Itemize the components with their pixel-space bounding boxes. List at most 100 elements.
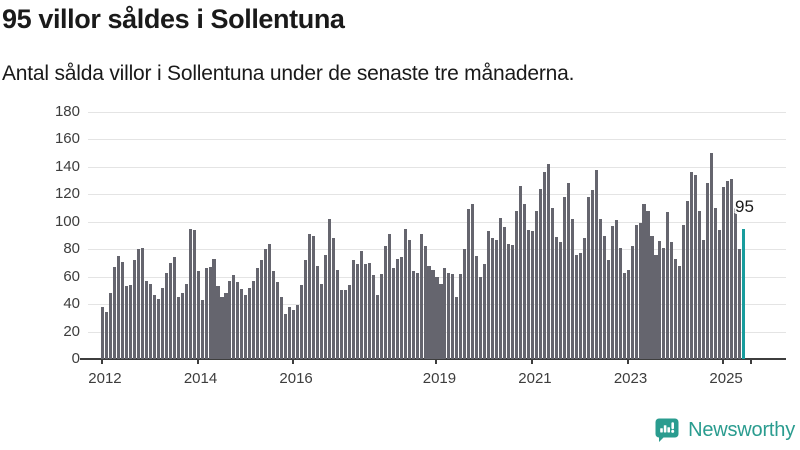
bar	[686, 201, 690, 359]
bar	[630, 246, 634, 359]
gridline	[88, 221, 786, 223]
bar	[618, 247, 622, 359]
bar	[455, 297, 459, 359]
bar	[427, 265, 431, 359]
chart-title: 95 villor såldes i Sollentuna	[2, 4, 345, 34]
bar	[343, 290, 347, 359]
bar	[172, 257, 176, 359]
newsworthy-icon	[653, 416, 681, 444]
bar	[387, 234, 391, 359]
bar	[523, 203, 527, 359]
bar	[268, 243, 272, 359]
bar	[674, 258, 678, 359]
bar	[248, 287, 252, 359]
bar	[586, 197, 590, 359]
bar	[515, 210, 519, 359]
bar	[598, 219, 602, 359]
bar	[435, 276, 439, 359]
bar	[662, 247, 666, 359]
bar	[594, 169, 598, 359]
gridline	[88, 249, 786, 251]
x-axis-label: 2019	[422, 370, 457, 387]
gridline	[88, 194, 786, 196]
bar	[527, 230, 531, 359]
bar	[244, 294, 248, 359]
bar	[276, 282, 280, 359]
bar	[192, 230, 196, 359]
gridline	[88, 139, 786, 141]
plot-area: 95	[80, 112, 786, 364]
bar	[284, 313, 288, 359]
gridline	[88, 112, 786, 113]
bar	[574, 254, 578, 359]
bar	[236, 282, 240, 359]
newsworthy-wordmark: Newsworthy	[688, 418, 795, 441]
x-axis-label: 2021	[518, 370, 552, 387]
bar	[487, 231, 491, 359]
bar	[300, 284, 304, 359]
bar	[355, 264, 359, 359]
bar	[626, 269, 630, 359]
bar	[682, 224, 686, 359]
bar	[264, 249, 268, 359]
y-axis-label: 80	[63, 240, 80, 258]
bar	[375, 294, 379, 359]
bar	[706, 183, 710, 359]
bar	[439, 283, 443, 359]
bar	[602, 235, 606, 359]
bar	[491, 238, 495, 359]
bar	[451, 273, 455, 359]
y-axis-label: 0	[71, 350, 80, 367]
bar	[411, 271, 415, 359]
bar	[240, 289, 244, 359]
bar	[176, 297, 180, 359]
bar	[200, 300, 204, 359]
bar	[542, 172, 547, 359]
bar	[722, 187, 726, 359]
bar	[646, 210, 650, 359]
bar	[499, 217, 503, 359]
y-axis-label: 180	[54, 103, 80, 120]
bar	[507, 243, 511, 359]
bar	[359, 250, 363, 359]
bar	[260, 260, 264, 359]
chart-subtitle: Antal sålda villor i Sollentuna under de…	[2, 62, 575, 85]
bar	[308, 234, 312, 359]
bar	[463, 249, 467, 359]
bar	[212, 258, 216, 359]
bar	[658, 241, 662, 359]
bar	[204, 268, 208, 359]
y-axis-label: 40	[63, 295, 80, 313]
bar	[391, 268, 395, 359]
bar	[670, 242, 674, 359]
bar	[331, 238, 335, 359]
bar	[419, 234, 423, 359]
x-axis-line	[80, 358, 786, 360]
bar	[554, 236, 558, 359]
x-axis-label: 2014	[183, 370, 218, 387]
y-axis-label: 140	[54, 157, 80, 175]
x-axis-tick	[292, 359, 295, 364]
bar	[152, 294, 156, 359]
bar	[734, 201, 738, 359]
bar	[112, 267, 117, 359]
bar	[531, 231, 535, 359]
x-axis-tick	[196, 359, 199, 364]
bar	[738, 249, 742, 359]
bar	[148, 283, 152, 359]
highlighted-bar	[742, 228, 746, 359]
bar	[650, 235, 654, 359]
bar	[156, 298, 160, 359]
y-axis-label: 20	[63, 322, 80, 340]
x-axis-tick	[722, 359, 725, 364]
bar	[140, 247, 144, 359]
bar	[288, 306, 292, 359]
bar	[562, 197, 566, 359]
bar	[101, 306, 105, 359]
bar	[136, 249, 140, 359]
gridline	[88, 166, 786, 168]
bar	[443, 268, 447, 359]
bar	[654, 254, 658, 359]
bar	[220, 297, 224, 359]
x-axis-tick	[435, 359, 438, 364]
